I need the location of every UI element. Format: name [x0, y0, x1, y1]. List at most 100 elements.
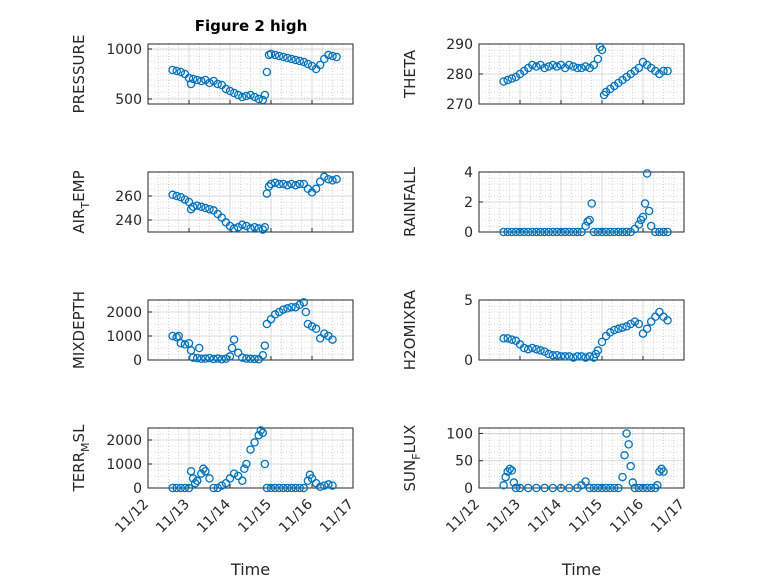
- data-point: [233, 471, 243, 481]
- data-point: [256, 426, 265, 435]
- data-point: [176, 67, 186, 77]
- data-point: [260, 222, 270, 232]
- data-point: [587, 199, 597, 208]
- data-point: [295, 483, 304, 493]
- data-point: [266, 179, 276, 189]
- data-point: [238, 476, 247, 486]
- data-point: [324, 480, 333, 489]
- x-tick-label: 11/15: [566, 496, 606, 536]
- data-point: [622, 429, 631, 438]
- data-point: [540, 227, 549, 237]
- data-point: [213, 79, 222, 89]
- data-point: [213, 483, 222, 493]
- data-point: [307, 322, 317, 331]
- data-point: [274, 307, 284, 317]
- data-point: [540, 63, 549, 73]
- data-point: [295, 56, 304, 66]
- data-point: [577, 352, 586, 361]
- data-point: [552, 62, 562, 71]
- data-point: [221, 354, 231, 364]
- data-point: [585, 215, 594, 225]
- data-point: [663, 316, 672, 325]
- data-point: [283, 304, 292, 313]
- subplot-5: 0 1000 2000 MIXDEPTH: [70, 291, 354, 369]
- data-point: [227, 343, 237, 353]
- data-point: [250, 222, 259, 232]
- data-point: [597, 227, 607, 237]
- data-point: [229, 224, 239, 233]
- data-point: [626, 461, 635, 471]
- data-point: [593, 54, 603, 64]
- data-point: [544, 62, 553, 71]
- data-point: [536, 346, 545, 355]
- data-point: [217, 213, 227, 222]
- data-point: [519, 227, 529, 237]
- data-point: [264, 182, 274, 191]
- data-point: [188, 202, 198, 212]
- data-point: [176, 338, 186, 348]
- data-point: [511, 227, 521, 237]
- data-point: [324, 50, 333, 60]
- y-axis-label: AIRTEMP: [70, 170, 92, 233]
- data-point: [262, 319, 272, 329]
- data-point: [589, 60, 599, 70]
- data-point: [238, 220, 247, 230]
- y-tick-label: 0: [133, 353, 142, 369]
- data-point: [548, 227, 558, 237]
- data-point: [328, 335, 337, 344]
- data-point: [552, 227, 562, 237]
- data-point: [556, 352, 566, 361]
- data-point: [229, 469, 239, 478]
- data-point: [589, 483, 599, 493]
- data-point: [205, 78, 214, 88]
- y-tick-label: 2000: [106, 433, 142, 449]
- data-point: [511, 483, 521, 493]
- data-point: [270, 178, 280, 188]
- data-point: [618, 227, 627, 237]
- data-point: [190, 478, 200, 488]
- data-point: [564, 60, 574, 70]
- data-point: [315, 177, 325, 186]
- data-point: [262, 67, 272, 77]
- y-tick-label: 290: [446, 37, 473, 53]
- data-point: [515, 483, 525, 493]
- data-point: [507, 466, 517, 475]
- data-point: [270, 310, 280, 319]
- data-point: [328, 51, 337, 61]
- data-point: [499, 77, 508, 86]
- data-point: [581, 477, 590, 486]
- data-point: [315, 334, 325, 343]
- data-point: [192, 201, 202, 210]
- data-point: [311, 324, 321, 334]
- data-point: [501, 472, 510, 482]
- data-point: [614, 227, 623, 237]
- data-point: [332, 52, 341, 62]
- data-point: [225, 352, 235, 361]
- x-tick-label: 11/14: [194, 496, 234, 536]
- data-point: [597, 337, 607, 347]
- data-point: [642, 169, 652, 178]
- data-point: [205, 204, 214, 214]
- data-point: [186, 204, 196, 214]
- data-point: [593, 346, 603, 355]
- data-point: [663, 227, 672, 237]
- subplot-7: 0 1000 2000 11/12 11/13 11/14 11/15 11/16 11/17 T…: [70, 424, 357, 579]
- data-point: [544, 349, 553, 359]
- data-point: [320, 172, 329, 182]
- data-point: [618, 323, 627, 332]
- data-point: [274, 483, 284, 493]
- data-point: [573, 227, 582, 237]
- data-point: [569, 227, 578, 237]
- data-point: [528, 227, 537, 237]
- axes-frame: [147, 427, 354, 489]
- y-tick-label: 50: [455, 454, 473, 470]
- data-point: [622, 322, 631, 331]
- data-point: [618, 472, 627, 482]
- data-point: [238, 92, 247, 102]
- data-point: [638, 212, 648, 222]
- data-point: [332, 174, 341, 184]
- data-point: [246, 90, 255, 100]
- data-point: [532, 62, 541, 71]
- data-point: [642, 324, 652, 334]
